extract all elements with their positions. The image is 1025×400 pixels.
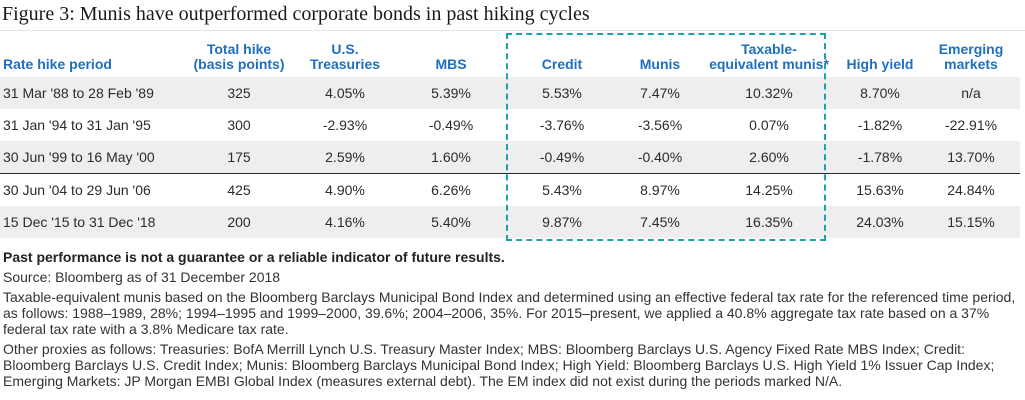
- column-header: Emerging markets: [922, 34, 1020, 77]
- column-header-line: (basis points): [193, 56, 285, 72]
- value-cell: 13.70%: [922, 141, 1020, 174]
- column-header: MBS: [398, 34, 504, 77]
- value-cell: 300: [227, 117, 251, 133]
- table-row: 30 Jun '04 to 29 Jun '06 425 4.90% 6.26% 5.4…: [0, 173, 1020, 206]
- value-cell: 5.53%: [504, 77, 620, 109]
- value-cell: 15.15%: [922, 206, 1020, 238]
- value-cell: -1.82%: [857, 117, 903, 133]
- value-cell: -3.76%: [539, 117, 585, 133]
- column-header: Total hike (basis points): [186, 34, 292, 77]
- column-header: High yield: [838, 34, 922, 77]
- value-cell: -2.93%: [322, 117, 368, 133]
- column-header-line: High yield: [846, 56, 914, 72]
- column-header: Rate hike period: [0, 34, 186, 77]
- table-row: 31 Mar '88 to 28 Feb '89 325 4.05% 5.39% 5.5…: [0, 77, 1020, 109]
- value-cell: -0.40%: [620, 141, 700, 174]
- proxies-note: Other proxies as follows: Treasuries: Bo…: [3, 341, 995, 389]
- value-cell: -22.91%: [944, 117, 998, 133]
- column-header-line: markets: [944, 56, 998, 72]
- figure-title: Figure 3: Munis have outperformed corpor…: [2, 3, 590, 25]
- value-cell: 0.07%: [749, 117, 789, 133]
- column-header-line: U.S.: [331, 41, 359, 57]
- period-cell: 15 Dec '15 to 31 Dec '18: [0, 206, 186, 238]
- value-cell: 5.43%: [504, 173, 620, 206]
- taxable-equivalent-note: Taxable-equivalent munis based on the Bl…: [3, 289, 1016, 337]
- value-cell: 4.90%: [292, 173, 398, 206]
- value-cell: 200: [186, 206, 292, 238]
- value-cell: 9.87%: [504, 206, 620, 238]
- disclaimer-text: Past performance is not a guarantee or a…: [3, 249, 505, 265]
- value-cell: 325: [186, 77, 292, 109]
- value-cell: 16.35%: [700, 206, 838, 238]
- column-header-line: Taxable-: [741, 41, 797, 57]
- column-header: Taxable-equivalent munis*: [700, 34, 838, 77]
- footnotes: Past performance is not a guarantee or a…: [3, 249, 1021, 393]
- value-cell: 7.47%: [620, 77, 700, 109]
- value-cell: 5.40%: [398, 206, 504, 238]
- value-cell: 8.97%: [620, 173, 700, 206]
- value-cell: 7.45%: [620, 206, 700, 238]
- value-cell: 14.25%: [700, 173, 838, 206]
- period-cell: 30 Jun '99 to 16 May '00: [0, 141, 186, 174]
- value-cell: n/a: [922, 77, 1020, 109]
- column-header-line: Rate hike period: [3, 56, 112, 72]
- value-cell: 175: [186, 141, 292, 174]
- table-header-row: Rate hike period Total hike (basis points)…: [0, 34, 1020, 77]
- period-cell: 31 Mar '88 to 28 Feb '89: [0, 77, 186, 109]
- column-header: U.S. Treasuries: [292, 34, 398, 77]
- value-cell: 6.26%: [398, 173, 504, 206]
- value-cell: 15.63%: [838, 173, 922, 206]
- column-header-line: Munis: [639, 56, 681, 72]
- column-header-line: Total hike: [206, 41, 272, 57]
- returns-table: Rate hike period Total hike (basis points)…: [0, 34, 1020, 238]
- column-header-line: Credit: [541, 56, 583, 72]
- period-cell: 30 Jun '04 to 29 Jun '06: [0, 173, 186, 206]
- value-cell: 4.16%: [292, 206, 398, 238]
- source-text: Source: Bloomberg as of 31 December 2018: [3, 269, 281, 285]
- value-cell: -1.78%: [838, 141, 922, 174]
- column-header-line: MBS: [435, 56, 467, 72]
- column-header-line: Treasuries: [309, 56, 381, 72]
- table-row: 15 Dec '15 to 31 Dec '18 200 4.16% 5.40% 9.8…: [0, 206, 1020, 238]
- column-header-line: equivalent munis*: [709, 56, 829, 72]
- value-cell: 8.70%: [838, 77, 922, 109]
- value-cell: 10.32%: [700, 77, 838, 109]
- value-cell: -0.49%: [428, 117, 474, 133]
- value-cell: 425: [186, 173, 292, 206]
- period-cell: 31 Jan '94 to 31 Jan '95: [3, 117, 151, 133]
- value-cell: 4.05%: [292, 77, 398, 109]
- title-divider: [0, 30, 1025, 31]
- value-cell: 24.03%: [838, 206, 922, 238]
- column-header: Credit: [504, 34, 620, 77]
- value-cell: 2.60%: [700, 141, 838, 174]
- value-cell: 5.39%: [398, 77, 504, 109]
- value-cell: 24.84%: [922, 173, 1020, 206]
- table-row: 30 Jun '99 to 16 May '00 175 2.59% 1.60% -0.…: [0, 141, 1020, 174]
- column-header: Munis: [620, 34, 700, 77]
- value-cell: 1.60%: [398, 141, 504, 174]
- value-cell: -0.49%: [504, 141, 620, 174]
- value-cell: -3.56%: [637, 117, 683, 133]
- column-header-line: Emerging: [938, 41, 1004, 57]
- table-row: 31 Jan '94 to 31 Jan '95 300 -2.93% -0.49% -…: [0, 109, 1020, 141]
- value-cell: 2.59%: [292, 141, 398, 174]
